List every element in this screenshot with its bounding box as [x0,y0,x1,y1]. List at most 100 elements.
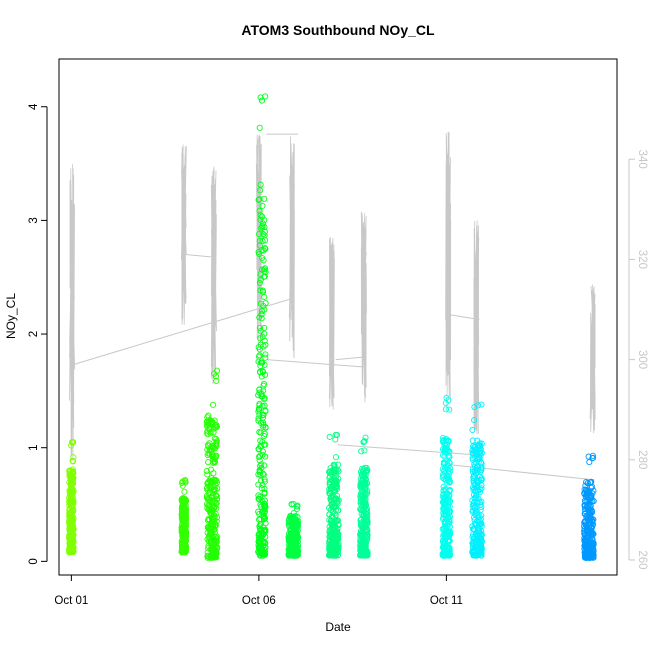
data-point [204,471,211,478]
line-spike [69,163,76,459]
y-axis-label: NOy_CL [4,293,18,339]
data-point [259,532,266,539]
y-tick-label: 1 [28,445,40,451]
data-point [441,506,448,513]
data-point [359,541,366,548]
data-point [442,443,449,450]
data-point [330,484,337,491]
data-point [206,477,213,484]
data-point [289,522,296,529]
data-point [257,477,265,484]
data-point [334,518,341,525]
data-point [66,513,73,520]
data-point [441,453,448,460]
data-point [471,481,478,488]
data-point [472,511,479,518]
data-point [440,492,447,499]
data-point [285,521,292,528]
data-point [258,311,265,318]
data-point [256,207,263,214]
data-point [358,541,366,548]
data-point [326,540,333,547]
data-point [68,439,76,446]
data-point [262,424,269,431]
data-point [469,547,476,554]
x-tick-label: Oct 11 [430,595,463,607]
data-point [259,368,266,375]
right-axis-series [69,131,596,481]
data-point [478,482,485,489]
data-point [179,542,186,549]
data-point [581,518,588,525]
data-point [285,547,292,554]
data-point [256,386,263,393]
data-point [364,526,371,533]
data-point [213,477,220,484]
data-point [359,507,366,514]
line-spike [210,166,217,385]
data-point [582,536,589,543]
data-point [206,425,213,432]
y-tick-label: 0 [28,558,40,564]
data-point [358,448,365,455]
data-point [203,492,210,499]
data-point [208,418,215,425]
data-point [182,542,189,550]
data-point [287,548,294,556]
data-point [213,439,220,446]
data-point [261,324,268,332]
data-point [209,453,216,460]
data-point [587,495,594,502]
data-point [440,483,447,490]
data-point [213,496,221,503]
data-point [478,401,485,408]
data-point [66,498,73,505]
data-point [258,393,265,400]
data-point [261,330,268,337]
data-point [326,490,333,497]
line-spike [445,131,452,410]
y-tick-label: 3 [28,217,40,223]
line-spike [328,236,335,410]
data-point [261,489,268,496]
data-point [255,492,262,499]
data-point [582,521,589,528]
data-point [442,531,449,538]
data-point [326,433,333,440]
data-point [212,452,220,459]
data-point [213,500,220,507]
data-point [259,438,266,446]
data-point [361,447,368,454]
data-point [208,510,215,517]
data-point [476,531,483,538]
data-point [256,467,263,474]
data-point [439,515,446,522]
data-point [329,467,336,474]
data-point [259,333,266,340]
data-point [262,408,269,415]
data-point [478,528,485,535]
data-point [68,477,75,484]
data-point [333,542,340,550]
data-point [475,540,482,547]
data-point [327,534,334,541]
data-point [206,418,213,425]
data-point [181,488,188,495]
data-point [358,521,365,528]
data-point [471,494,478,502]
data-point [209,504,216,511]
data-point [68,486,75,493]
data-point [475,458,482,465]
data-point [68,502,75,510]
data-point [327,530,334,537]
data-point [469,502,476,509]
data-point [589,517,596,524]
data-point [262,245,269,252]
data-point [293,505,301,513]
data-point [445,500,452,507]
data-point [361,438,368,445]
data-point [211,547,218,554]
data-point [445,477,452,484]
data-point [255,445,262,453]
data-point [439,452,447,459]
